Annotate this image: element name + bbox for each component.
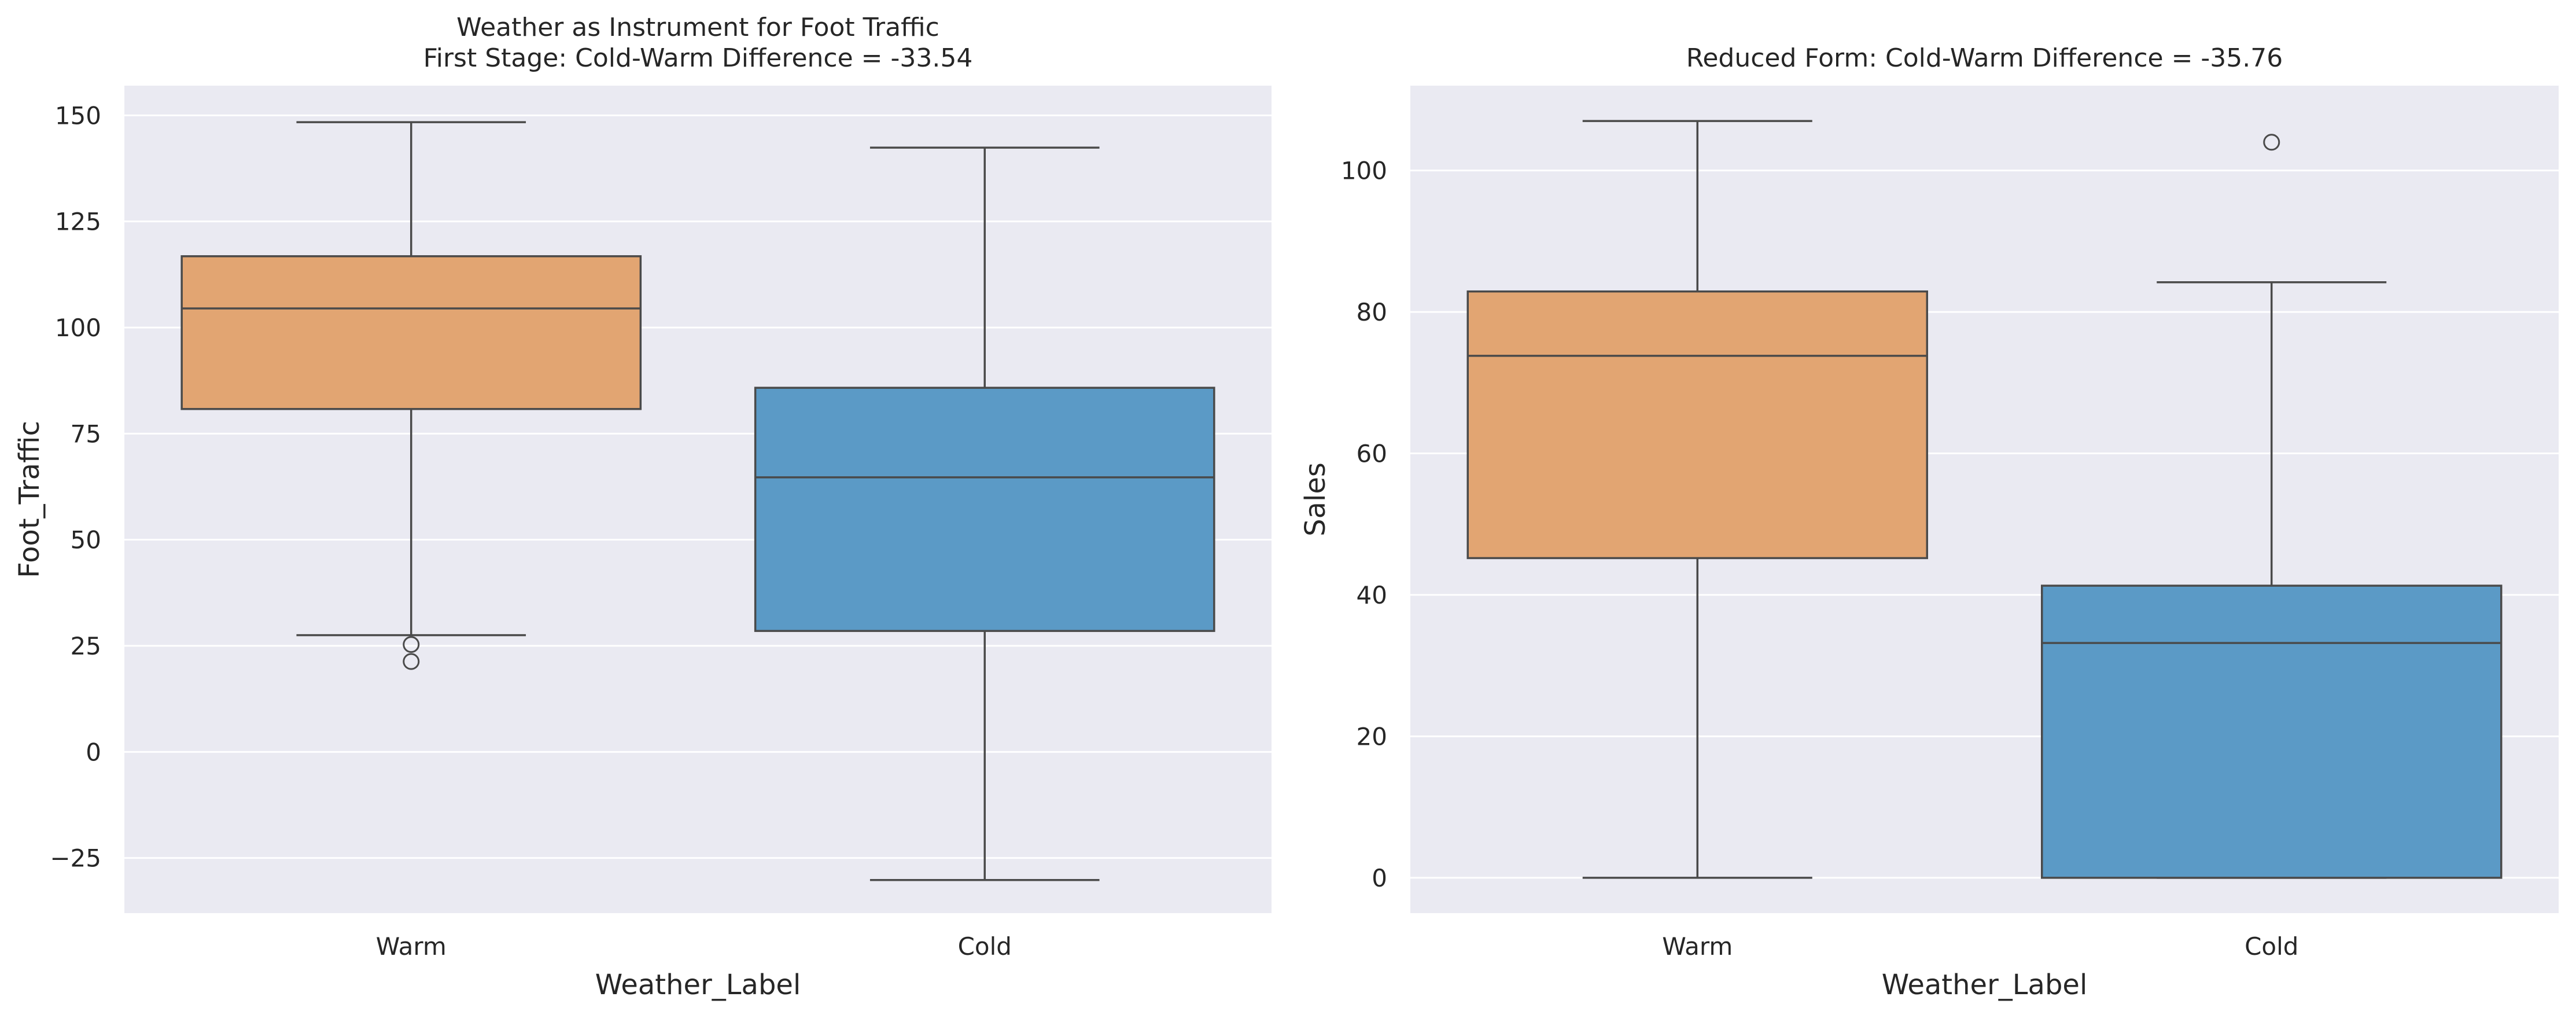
right-panel: 0 20 40 60 80 100 Warm Cold Reduced Form: Cold-W… [1299,43,2559,1001]
y-tick-label: 125 [55,208,101,236]
box-cold [754,387,1215,632]
y-tick-label: 75 [71,420,101,448]
x-axis-label: Weather_Label [1882,969,2088,1001]
chart-subtitle: First Stage: Cold-Warm Difference = -33.… [423,43,973,73]
y-tick-label: 40 [1357,581,1387,609]
y-tick-label: 150 [55,101,101,130]
y-axis-label: Foot_Traffic [13,421,46,578]
x-tick-label: Warm [376,932,447,961]
box-cold [2041,584,2503,879]
y-tick-label: 20 [1357,722,1387,751]
x-tick-label: Cold [958,932,1012,961]
chart-title: Weather as Instrument for Foot Traffic [456,13,939,42]
box-warm [1466,290,1928,560]
chart-title: Reduced Form: Cold-Warm Difference = -35… [1686,43,2283,73]
y-tick-label: 60 [1357,440,1387,468]
y-tick-label: 50 [71,526,101,554]
y-tick-label: 100 [55,314,101,342]
left-panel: −25 0 25 50 75 100 125 150 Warm Cold Weather as In… [13,13,1272,1001]
outlier-point [2263,134,2280,151]
x-axis-label: Weather_Label [595,969,801,1001]
x-tick-label: Cold [2245,932,2298,961]
box-warm [180,255,642,410]
y-tick-label: −25 [50,844,101,873]
y-axis-label: Sales [1299,462,1332,536]
y-tick-label: 0 [1372,864,1387,892]
y-tick-label: 80 [1357,298,1387,326]
x-tick-label: Warm [1662,932,1733,961]
y-tick-label: 25 [71,632,101,660]
y-tick-label: 0 [86,738,101,766]
outlier-point [403,653,420,670]
y-tick-label: 100 [1341,157,1387,185]
outlier-point [403,636,420,653]
